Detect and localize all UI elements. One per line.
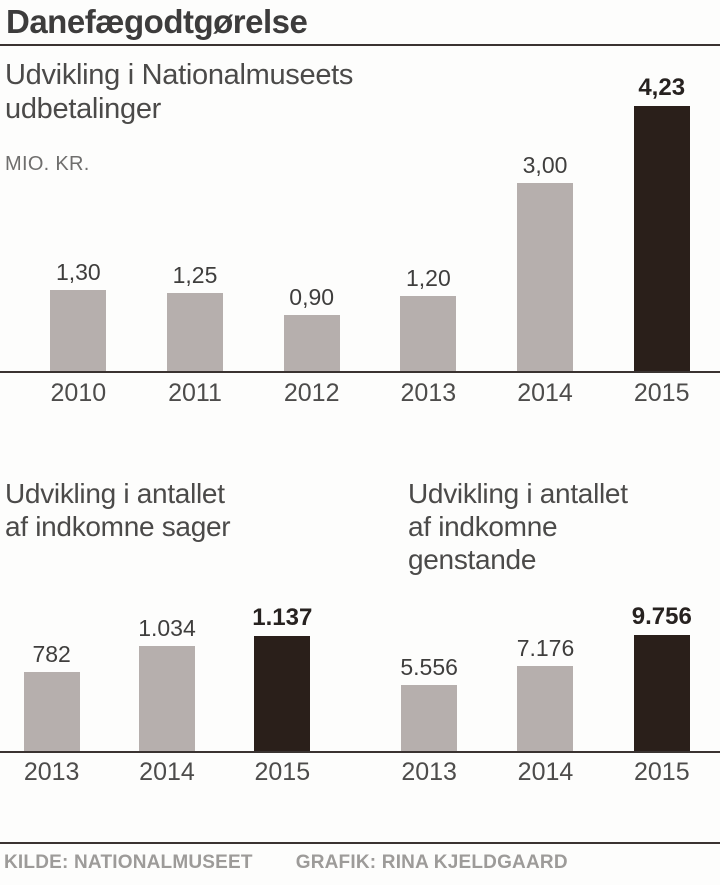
bar-value-label: 3,00 bbox=[522, 152, 568, 178]
bar bbox=[401, 685, 458, 751]
chart1-axis-line bbox=[0, 371, 720, 373]
chart1-bars: 1,30 1,25 0,90 1,20 3,00 4,23 bbox=[20, 71, 720, 371]
bar-value-label: 0,90 bbox=[289, 284, 335, 310]
x-axis-tick-label: 2015 bbox=[633, 379, 690, 407]
chart1-x-axis-labels: 2010 2011 2012 2013 2014 2015 bbox=[20, 379, 720, 408]
bar-column: 1.034 bbox=[109, 615, 224, 751]
x-axis-tick-label: 2013 bbox=[401, 758, 457, 786]
bar-value-label: 1,25 bbox=[172, 262, 218, 288]
bar-value-label: 4,23 bbox=[638, 74, 686, 101]
bar-value-label: 782 bbox=[32, 641, 71, 667]
bar-column: 9.756 bbox=[604, 603, 720, 751]
bar bbox=[23, 672, 80, 751]
chart3-x-axis-labels: 2013 2014 2015 bbox=[371, 758, 720, 787]
bar-column: 3,00 bbox=[487, 152, 604, 371]
bar bbox=[50, 290, 107, 371]
bar-column: 4,23 bbox=[603, 74, 720, 371]
bar-value-label: 1.137 bbox=[252, 604, 313, 631]
bar-highlighted bbox=[254, 636, 311, 751]
bar-value-label: 9.756 bbox=[631, 603, 692, 630]
chart2-title: Udvikling i antallet af indkomne sager bbox=[5, 478, 231, 543]
bottom-charts-axis-line bbox=[0, 751, 720, 753]
x-axis-tick-label: 2014 bbox=[517, 758, 574, 786]
bar bbox=[283, 315, 340, 371]
x-axis-tick-label: 2010 bbox=[50, 379, 107, 407]
bar-column: 7.176 bbox=[487, 635, 603, 751]
chart2-x-axis-labels: 2013 2014 2015 bbox=[0, 758, 340, 787]
bar-column: 1.137 bbox=[225, 604, 340, 751]
bar-value-label: 5.556 bbox=[400, 654, 458, 680]
x-axis-tick-label: 2011 bbox=[168, 379, 222, 407]
bar-highlighted bbox=[633, 635, 690, 751]
x-axis-tick-label: 2014 bbox=[517, 379, 573, 407]
chart1-title: Udvikling i Nationalmuseets udbetalinger bbox=[5, 59, 354, 126]
bar bbox=[400, 296, 457, 371]
bar-value-label: 1,20 bbox=[405, 265, 451, 291]
title-divider bbox=[0, 44, 720, 46]
page-title: Danefægodtgørelse bbox=[6, 3, 308, 40]
chart1-unit-label: MIO. KR. bbox=[5, 153, 90, 175]
bar-column: 5.556 bbox=[371, 654, 487, 751]
footer-divider bbox=[0, 842, 720, 844]
source-label: KILDE: NATIONALMUSEET bbox=[4, 852, 253, 873]
x-axis-tick-label: 2014 bbox=[139, 758, 195, 786]
x-axis-tick-label: 2013 bbox=[400, 379, 457, 407]
bar-column: 0,90 bbox=[253, 284, 370, 371]
x-axis-tick-label: 2015 bbox=[254, 758, 311, 786]
chart2-bars: 782 1.034 1.137 bbox=[0, 604, 340, 751]
bar-column: 1,25 bbox=[137, 262, 254, 371]
bar-highlighted bbox=[633, 106, 690, 371]
chart3-title: Udvikling i antallet af indkomne genstan… bbox=[408, 478, 628, 576]
bar-column: 782 bbox=[0, 641, 109, 751]
bar bbox=[167, 293, 223, 371]
x-axis-tick-label: 2015 bbox=[634, 758, 690, 786]
bar bbox=[517, 666, 574, 751]
bar bbox=[517, 183, 574, 371]
bar-value-label: 1,30 bbox=[55, 259, 101, 285]
bar-value-label: 1.034 bbox=[138, 615, 196, 641]
credit-label: GRAFIK: RINA KJELDGAARD bbox=[295, 852, 568, 873]
bar-column: 1,30 bbox=[20, 259, 137, 371]
x-axis-tick-label: 2012 bbox=[283, 379, 340, 407]
chart3-bars: 5.556 7.176 9.756 bbox=[371, 603, 720, 751]
x-axis-tick-label: 2013 bbox=[23, 758, 80, 786]
bar-value-label: 7.176 bbox=[516, 635, 575, 661]
bar-column: 1,20 bbox=[370, 265, 487, 371]
bar bbox=[138, 646, 195, 751]
footer: KILDE: NATIONALMUSEET GRAFIK: RINA KJELD… bbox=[4, 852, 568, 874]
